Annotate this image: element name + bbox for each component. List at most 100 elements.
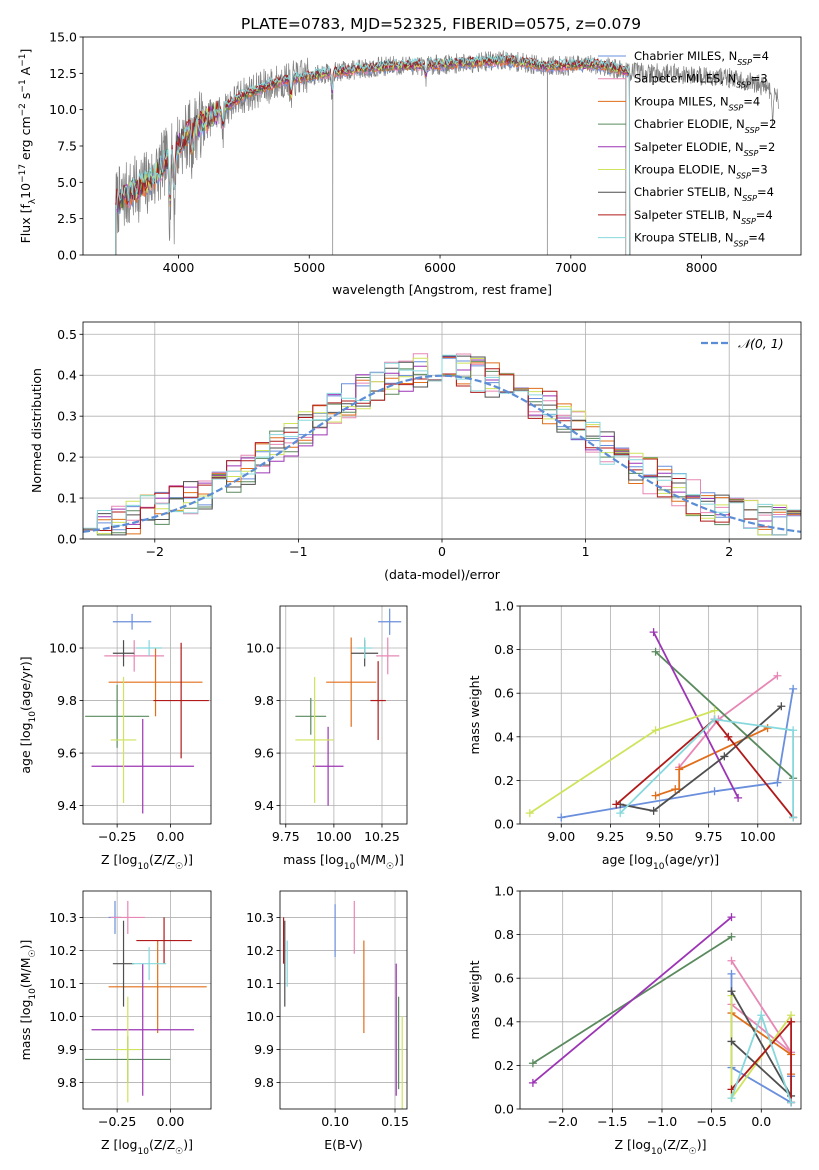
mass_vs_Z-plot	[85, 900, 207, 1103]
x-tick-label: 7000	[555, 260, 587, 275]
y-axis-label: Normed distribution	[29, 368, 44, 493]
x-tick-label: 0.00	[157, 829, 185, 844]
y-tick-label: 10.0	[246, 1009, 274, 1024]
x-tick-label: 8000	[686, 260, 718, 275]
weight-marker	[787, 1098, 796, 1107]
weight-marker	[724, 732, 733, 741]
errorbar-chabrier-elodie	[295, 697, 327, 735]
legend-label: Kroupa STELIB, NSSP=4	[634, 231, 765, 249]
weight-line	[532, 916, 733, 1084]
weight-marker	[727, 969, 736, 978]
y-tick-label: 10.0	[49, 102, 77, 117]
x-axis-label: age [log10(age/yr)]	[602, 852, 719, 872]
weight-marker	[787, 1017, 796, 1026]
residual_histogram-plot	[83, 353, 801, 536]
weight-line-kroupa-elodie	[525, 706, 719, 818]
y-tick-label: 9.6	[57, 746, 77, 761]
y-tick-label: 0.8	[494, 927, 514, 942]
x-axis-label: Z [log10(Z/Z☉)]	[615, 1137, 707, 1157]
y-tick-label: 12.5	[49, 66, 77, 81]
y-tick-label: 10.2	[246, 943, 274, 958]
age_vs_Z-plot	[85, 613, 209, 814]
weight-line-kroupa-stelib	[616, 715, 798, 822]
weight-marker	[528, 1059, 537, 1068]
y-tick-label: 10.1	[49, 976, 77, 991]
x-tick-label: 0.00	[157, 1114, 185, 1129]
x-tick-label: 9.00	[547, 829, 575, 844]
x-tick-label: 0	[438, 544, 446, 559]
spectrum-plot	[115, 50, 780, 255]
weight-marker	[651, 791, 660, 800]
x-tick-label: 0.10	[321, 1114, 349, 1129]
x-tick-label: −2.0	[548, 1114, 578, 1129]
figure-title: PLATE=0783, MJD=52325, FIBERID=0575, z=0…	[241, 15, 641, 33]
x-tick-label: 9.50	[646, 829, 674, 844]
axes-frame	[279, 890, 408, 1110]
age_vs_mass-plot	[295, 608, 402, 806]
y-tick-label: 7.5	[57, 139, 77, 154]
x-tick-label: 9.25	[596, 829, 624, 844]
weight-marker	[710, 787, 719, 796]
x-axis-label: wavelength [Angstrom, rest frame]	[332, 282, 552, 297]
axes-frame	[82, 890, 212, 1110]
y-tick-label: 1.0	[494, 599, 514, 614]
y-tick-label: 9.8	[57, 1075, 77, 1090]
x-tick-label: −0.25	[98, 1114, 136, 1129]
x-axis-label: E(B-V)	[324, 1137, 363, 1152]
y-tick-label: 9.6	[254, 746, 274, 761]
x-tick-label: 0.15	[381, 1114, 409, 1129]
x-tick-label: 9.75	[272, 829, 300, 844]
weight-marker	[612, 800, 621, 809]
weight-line	[620, 705, 782, 812]
errorbar-salpeter-miles	[104, 640, 165, 672]
x-tick-label: 6000	[424, 260, 456, 275]
y-axis-label: age [log10(age/yr)]	[18, 656, 38, 773]
mass_vs_EBV-plot	[282, 900, 403, 1109]
y-axis-label: mass weight	[467, 960, 482, 1039]
weight-marker	[675, 765, 684, 774]
x-tick-label: 10.25	[364, 829, 400, 844]
errorbar-chabrier-miles	[378, 608, 402, 635]
y-tick-label: 10.3	[246, 910, 274, 925]
axes-frame	[519, 890, 802, 1110]
y-tick-label: 0.6	[494, 971, 514, 986]
weight-marker	[727, 987, 736, 996]
weight-marker	[616, 809, 625, 818]
y-tick-label: 1.0	[494, 884, 514, 899]
y-tick-label: 0.8	[494, 642, 514, 657]
x-axis-label: (data-model)/error	[384, 567, 501, 582]
axes-frame	[82, 605, 212, 825]
weight-marker	[649, 628, 658, 637]
errorbar-kroupa-stelib	[136, 640, 162, 656]
weight-marker	[727, 932, 736, 941]
y-tick-label: 9.4	[254, 798, 274, 813]
weight-marker	[651, 647, 660, 656]
y-tick-label: 0.4	[494, 1014, 514, 1029]
legend-label: Chabrier STELIB, NSSP=4	[634, 185, 774, 203]
x-axis-label: Z [log10(Z/Z☉)]	[101, 1137, 193, 1157]
weight-marker	[727, 913, 736, 922]
mass_vs_EBV-axes: 0.10 0.15 9.8 9.9 10.0 10.1 10.2 10.3 E(B-V)	[246, 890, 409, 1152]
weight-marker	[528, 1078, 537, 1087]
errorbar-kroupa-elodie	[115, 996, 141, 1103]
weight_vs_Z-plot	[528, 913, 796, 1107]
y-tick-label: 0.5	[57, 327, 77, 342]
errorbar-kroupa-miles	[108, 648, 203, 717]
age_vs_mass-axes: 9.75 10.00 10.25 9.4 9.6 9.8 10.0 mass [log10(M…	[246, 605, 408, 872]
y-tick-label: 10.3	[49, 910, 77, 925]
errorbar-salpeter-stelib	[136, 917, 192, 964]
weight-marker	[649, 806, 658, 815]
errorbar-chabrier-elodie	[85, 684, 150, 748]
y-tick-label: 10.2	[49, 943, 77, 958]
y-tick-label: 0.6	[494, 686, 514, 701]
legend-label: Chabrier ELODIE, NSSP=2	[634, 117, 776, 135]
weight-marker	[727, 956, 736, 965]
model-line-kroupa-stelib	[115, 52, 631, 255]
weight-marker	[710, 706, 719, 715]
x-tick-label: 10.00	[316, 829, 352, 844]
weight-marker	[763, 724, 772, 733]
y-tick-label: 5.0	[57, 175, 77, 190]
weight-marker	[757, 1011, 766, 1020]
weight-marker	[557, 813, 566, 822]
